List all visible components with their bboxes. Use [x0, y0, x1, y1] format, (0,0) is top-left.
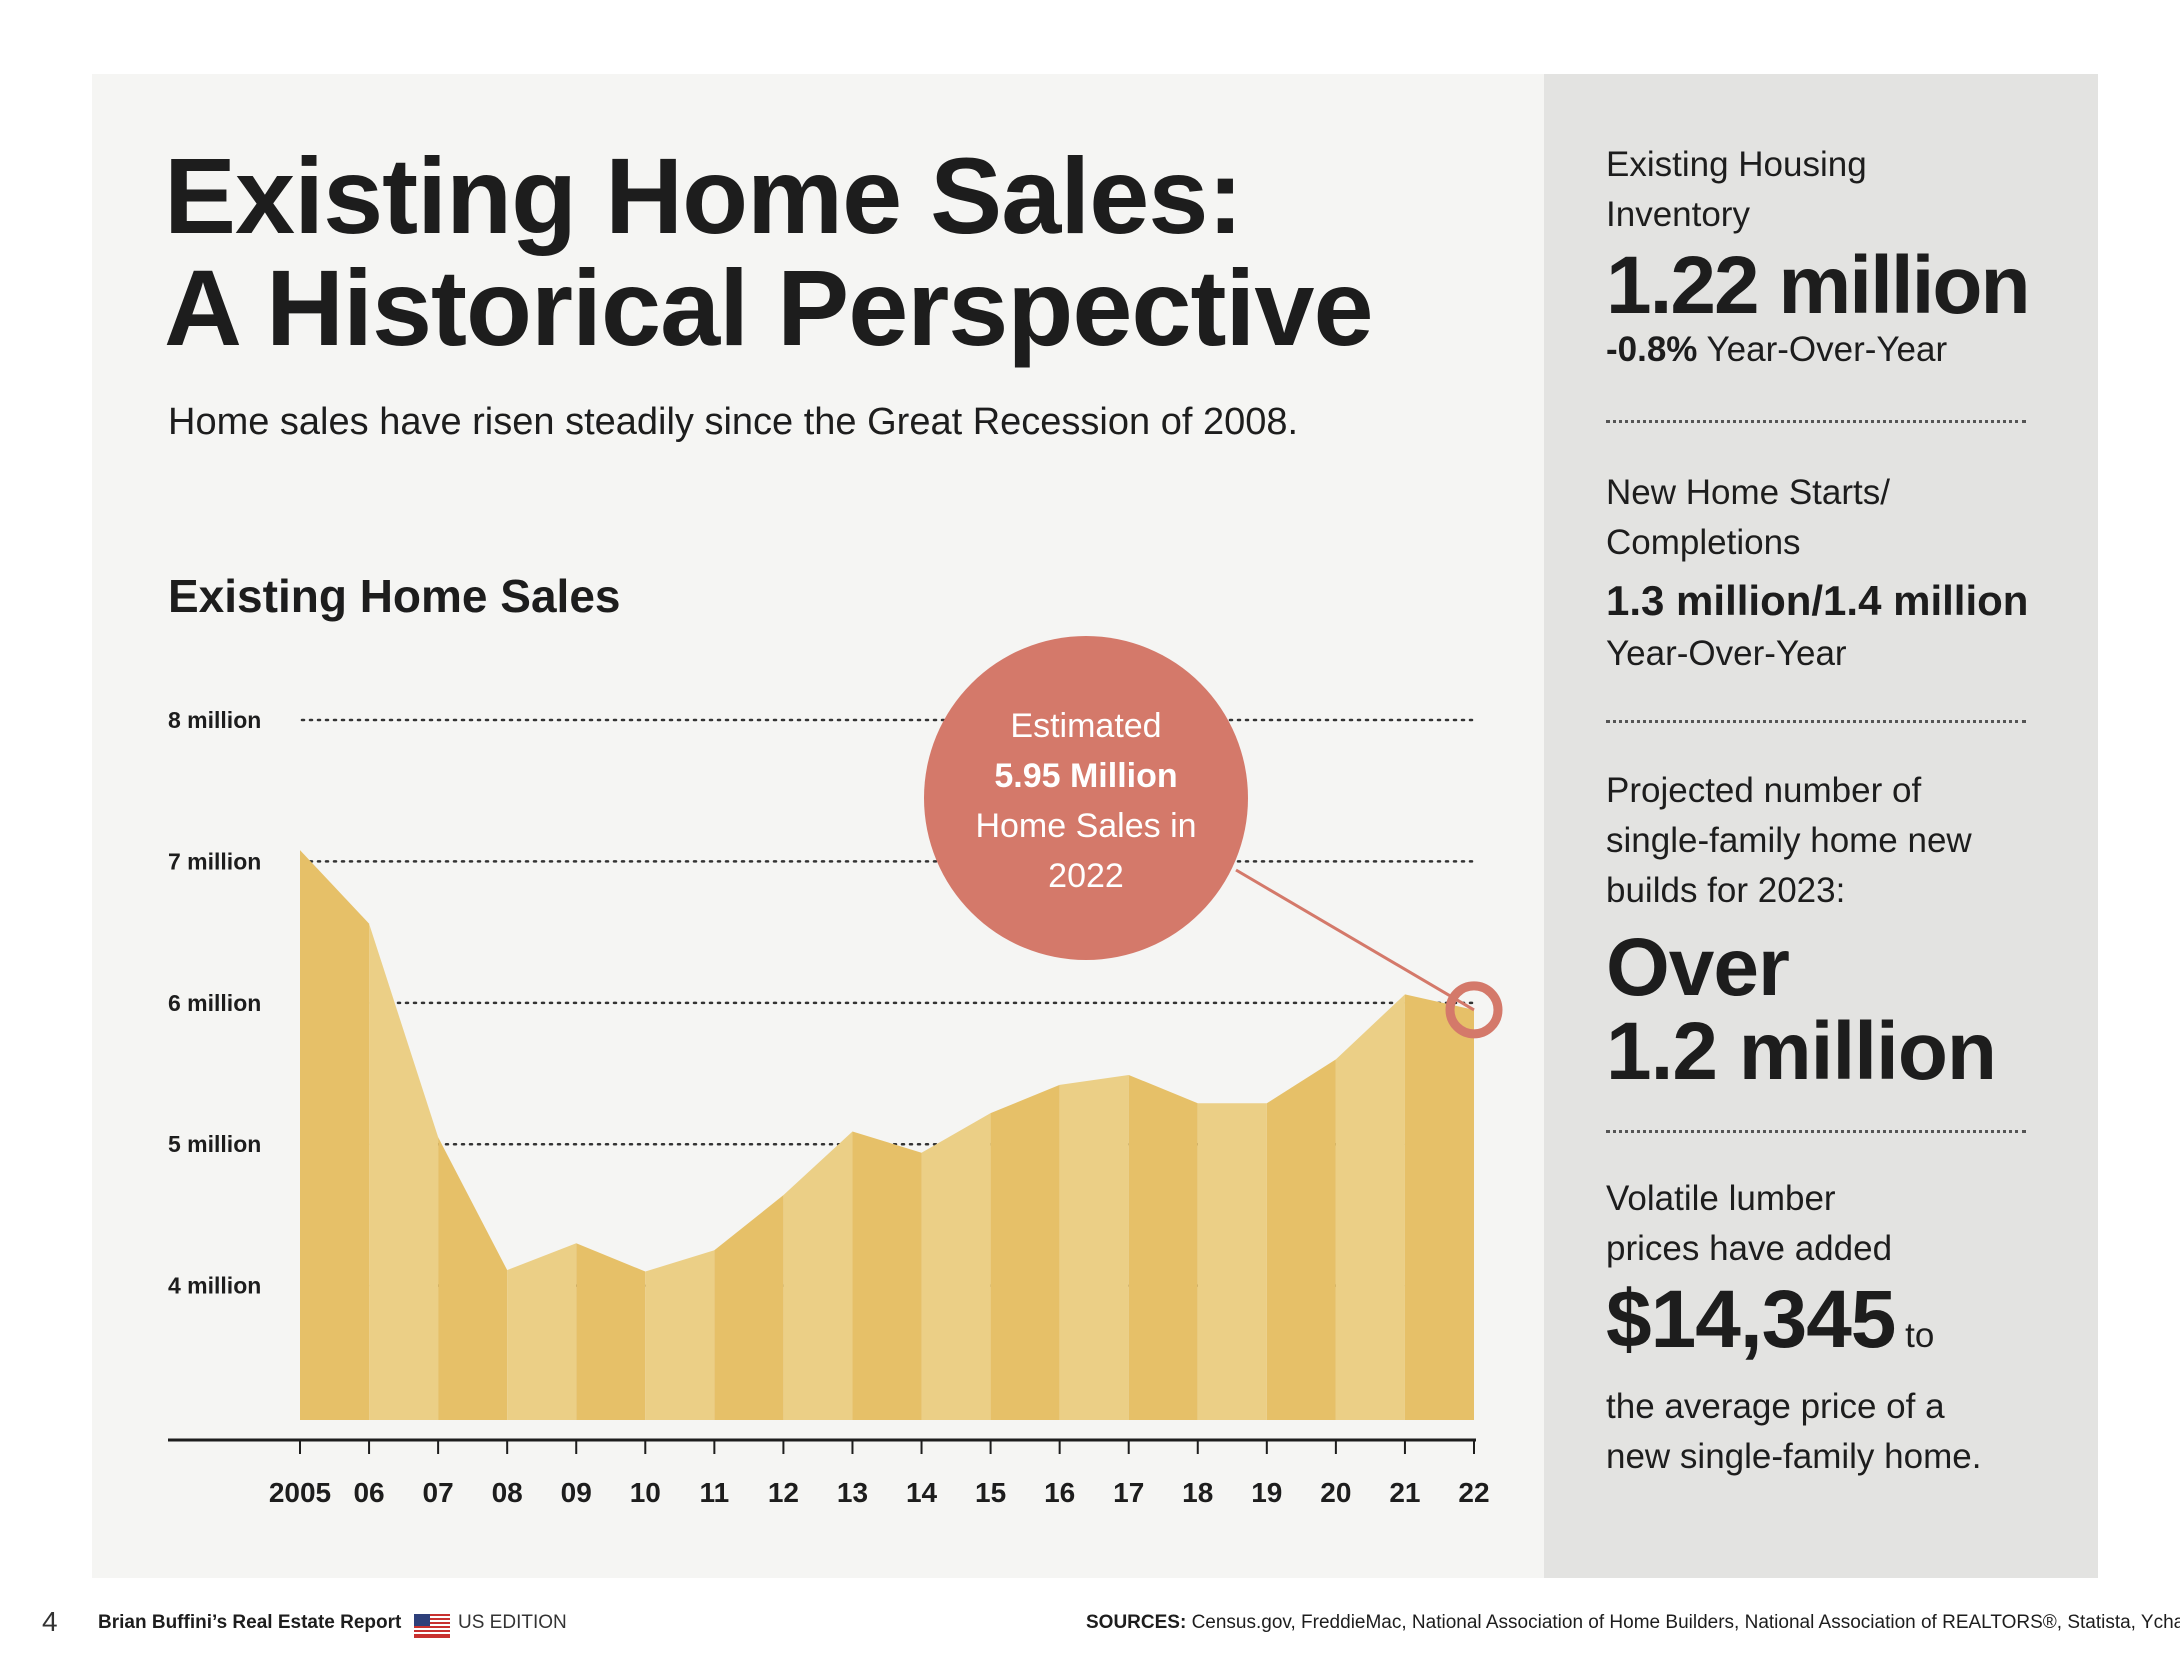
divider [1606, 1130, 2026, 1133]
x-tick-label: 12 [768, 1477, 799, 1508]
starts-suffix: Year-Over-Year [1606, 634, 1847, 673]
x-tick-label: 06 [353, 1477, 384, 1508]
x-tick-label: 13 [837, 1477, 868, 1508]
x-tick-label: 17 [1113, 1477, 1144, 1508]
starts-value: 1.3 million/1.4 million [1606, 577, 2029, 624]
divider [1606, 420, 2026, 423]
us-flag-icon [414, 1614, 450, 1638]
x-tick-label: 11 [700, 1477, 730, 1508]
x-tick-label: 16 [1044, 1477, 1075, 1508]
inventory-change-suffix: Year-Over-Year [1697, 330, 1948, 369]
area-layer [300, 850, 1474, 1420]
page-title-line2: A Historical Perspective [164, 247, 1374, 368]
area-segment-18 [1197, 1103, 1267, 1420]
y-tick-label: 5 million [168, 1131, 261, 1157]
starts-label-line1: New Home Starts/ [1606, 473, 1890, 512]
area-segment-20 [1335, 994, 1405, 1420]
chart-title: Existing Home Sales [168, 570, 621, 622]
inventory-label-line2: Inventory [1606, 195, 1750, 234]
projected-stat: Projected number of single-family home n… [1606, 766, 2046, 1094]
x-tick-label: 18 [1182, 1477, 1213, 1508]
area-segment-10 [645, 1250, 715, 1420]
highlight-marker [1445, 981, 1503, 1039]
sources-label: SOURCES: [1086, 1612, 1187, 1633]
area-segment-17 [1128, 1074, 1198, 1420]
lumber-stat: Volatile lumber prices have added $14,34… [1606, 1174, 2046, 1482]
projected-label-line2: single-family home new [1606, 821, 1972, 860]
lumber-label-line3: the average price of a [1606, 1387, 1945, 1426]
x-tick-label: 15 [975, 1477, 1006, 1508]
callout-line3: Home Sales in [975, 807, 1196, 845]
page-subtitle: Home sales have risen steadily since the… [168, 401, 1299, 443]
area-segment-11 [714, 1195, 784, 1420]
area-segment-12 [783, 1131, 853, 1420]
area-segment-06 [369, 923, 439, 1420]
starts-stat: New Home Starts/ Completions 1.3 million… [1606, 468, 2046, 678]
x-tick-label: 20 [1320, 1477, 1351, 1508]
area-segment-16 [1059, 1074, 1129, 1420]
x-tick-label: 21 [1389, 1477, 1420, 1508]
callout-line4: 2022 [1048, 857, 1124, 895]
inventory-value: 1.22 million [1606, 240, 2031, 331]
x-tick-label: 09 [561, 1477, 592, 1508]
x-tick-label: 14 [906, 1477, 938, 1508]
y-tick-label: 4 million [168, 1273, 261, 1299]
area-segment-13 [852, 1131, 922, 1420]
y-tick-label: 8 million [168, 707, 261, 733]
inventory-stat: Existing Housing Inventory 1.22 million … [1606, 140, 2046, 372]
area-segment-08 [507, 1243, 577, 1420]
label-layer: 8 million 7 million 6 million 5 million 4 mi… [168, 707, 1490, 1508]
lumber-label-line1: Volatile lumber [1606, 1179, 1836, 1218]
callout-leader-line [1235, 868, 1475, 1012]
x-tick-label: 22 [1458, 1477, 1489, 1508]
callout-layer: Estimated 5.95 Million Home Sales in 2022 [924, 636, 1503, 1039]
page-number: 4 [42, 1606, 58, 1637]
inventory-label-line1: Existing Housing [1606, 145, 1867, 184]
area-segment-2005 [300, 850, 370, 1420]
x-tick-label: 07 [423, 1477, 454, 1508]
area-segment-09 [576, 1243, 646, 1420]
x-tick-label: 08 [492, 1477, 523, 1508]
area-segment-19 [1266, 1059, 1336, 1420]
y-tick-label: 6 million [168, 990, 261, 1016]
projected-value-line2: 1.2 million [1606, 1006, 1997, 1097]
x-tick-label: 10 [630, 1477, 661, 1508]
projected-label-line1: Projected number of [1606, 771, 1922, 810]
stats-sidebar [1544, 74, 2098, 1578]
area-segment-15 [990, 1084, 1060, 1420]
lumber-value-suffix: to [1895, 1316, 1935, 1355]
callout-value: 5.95 Million [994, 757, 1177, 795]
projected-label-line3: builds for 2023: [1606, 871, 1846, 910]
lumber-label-line4: new single-family home. [1606, 1437, 1982, 1476]
inventory-change: -0.8% Year-Over-Year [1606, 328, 2046, 372]
inventory-change-value: -0.8% [1606, 330, 1698, 369]
lumber-label-line2: prices have added [1606, 1229, 1893, 1268]
sources-text: Census.gov, FreddieMac, National Associa… [1186, 1612, 2180, 1633]
x-tick-label: 19 [1251, 1477, 1282, 1508]
lumber-value: $14,345 to [1606, 1274, 2046, 1382]
x-tick-label: 2005 [269, 1477, 331, 1508]
area-segment-14 [921, 1113, 991, 1420]
projected-value-line1: Over [1606, 922, 1790, 1013]
callout-bubble [924, 636, 1248, 960]
divider [1606, 720, 2026, 723]
page-title-line1: Existing Home Sales: [164, 135, 1243, 256]
page-title: Existing Home Sales: A Historical Perspe… [164, 135, 1374, 368]
callout-line1: Estimated [1010, 707, 1161, 745]
area-segment-21 [1404, 994, 1474, 1420]
lumber-amount: $14,345 [1606, 1274, 1896, 1365]
edition-label: US EDITION [458, 1612, 567, 1633]
y-tick-label: 7 million [168, 848, 261, 874]
starts-label-line2: Completions [1606, 523, 1801, 562]
area-segment-07 [438, 1137, 508, 1420]
brand-name: Brian Buffini’s Real Estate Report [98, 1612, 402, 1633]
sources-line: SOURCES: Census.gov, FreddieMac, Nationa… [1086, 1612, 2180, 1634]
